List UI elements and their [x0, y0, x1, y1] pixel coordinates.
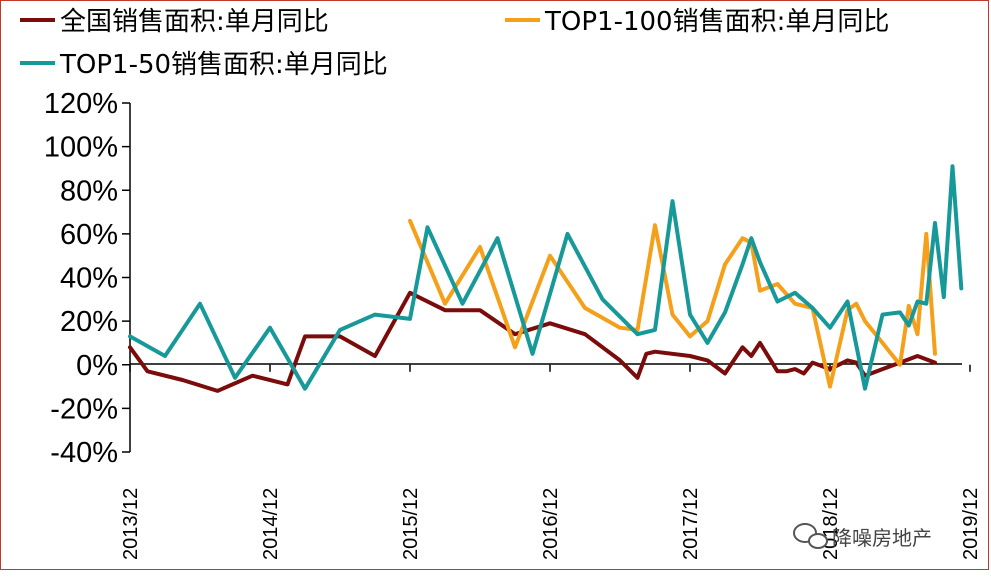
y-tick-label: -40% [50, 437, 118, 469]
y-tick-label: 20% [60, 306, 118, 338]
legend-label-top50: TOP1-50销售面积:单月同比 [59, 50, 388, 80]
wechat-icon [793, 523, 828, 549]
legend: 全国销售面积:单月同比 TOP1-100销售面积:单月同比 TOP1-50销售面… [20, 7, 889, 80]
y-tick-label: 40% [60, 263, 118, 295]
x-tick-label: 2016/12 [540, 488, 562, 560]
legend-item-top100: TOP1-100销售面积:单月同比 [505, 7, 889, 37]
x-tick-label: 2017/12 [680, 488, 702, 560]
y-tick-label: 0% [76, 350, 118, 382]
legend-label-all: 全国销售面积:单月同比 [60, 7, 329, 37]
series-line-all [128, 290, 937, 393]
x-ticks: 2013/12 2014/12 2015/12 2016/12 2017/12 2018/… [120, 364, 982, 560]
legend-item-top50: TOP1-50销售面积:单月同比 [20, 50, 388, 80]
x-tick-label: 2019/12 [960, 488, 982, 560]
legend-item-all: 全国销售面积:单月同比 [20, 7, 329, 37]
series-layer [128, 164, 964, 393]
legend-label-top100: TOP1-100销售面积:单月同比 [544, 7, 889, 37]
y-tick-label: 80% [60, 175, 118, 207]
watermark-text: 降噪房地产 [832, 526, 932, 550]
y-tick-label: 120% [44, 88, 118, 120]
series-line-top50 [128, 164, 964, 391]
x-tick-label: 2014/12 [260, 488, 282, 560]
y-tick-label: 60% [60, 219, 118, 251]
watermark: 降噪房地产 [793, 523, 932, 550]
y-tick-label: 100% [44, 132, 118, 164]
y-tick-label: -20% [50, 393, 118, 425]
x-tick-label: 2013/12 [120, 488, 142, 560]
x-tick-label: 2015/12 [400, 488, 422, 560]
axes [129, 103, 962, 452]
y-ticks: 120% 100% 80% 60% 40% 20% 0% -20% -40% [44, 88, 130, 469]
